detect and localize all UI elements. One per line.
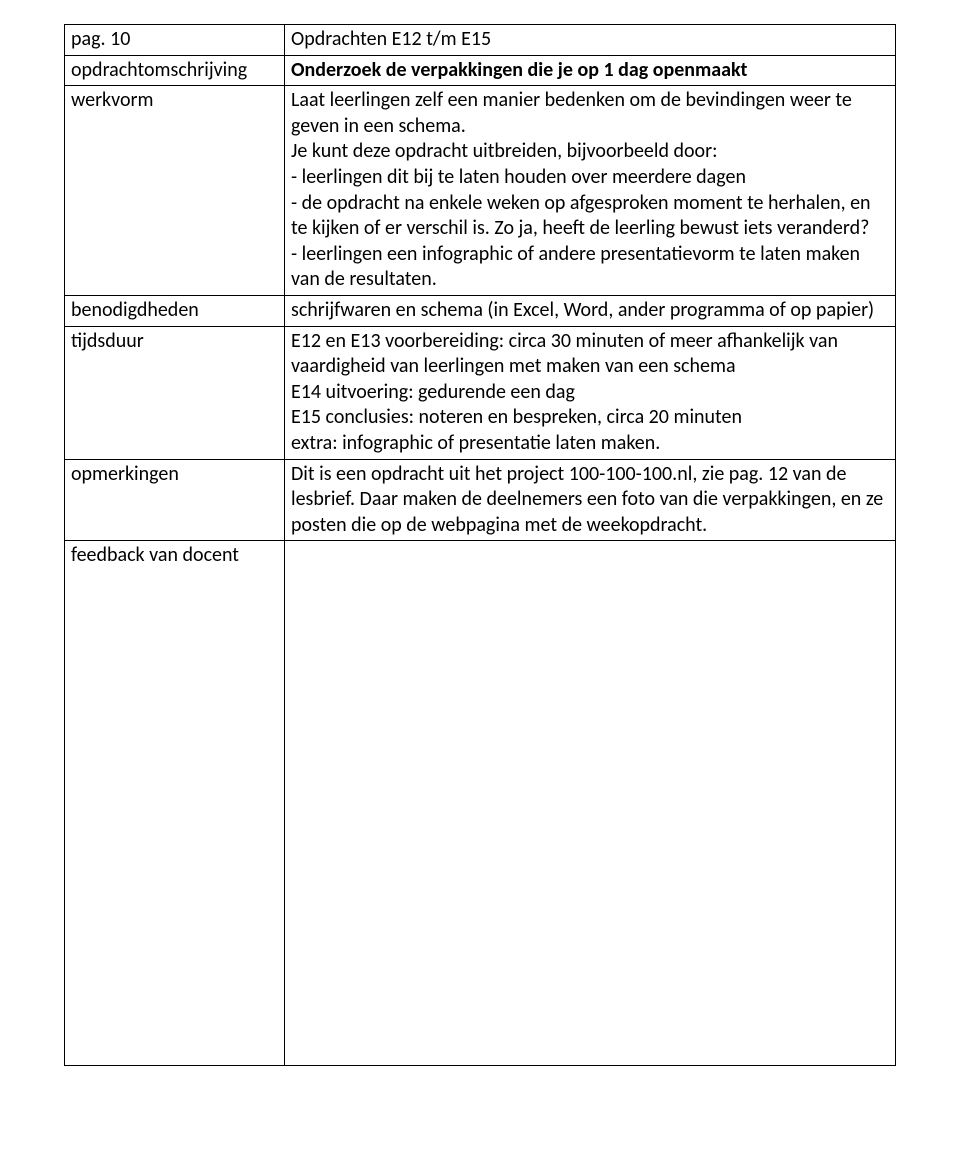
row-label: pag. 10 (65, 25, 285, 56)
row-value (285, 541, 896, 1066)
table-row: pag. 10 Opdrachten E12 t/m E15 (65, 25, 896, 56)
row-label: feedback van docent (65, 541, 285, 1066)
table-row: benodigdheden schrijfwaren en schema (in… (65, 295, 896, 326)
row-value: schrijfwaren en schema (in Excel, Word, … (285, 295, 896, 326)
row-value: Onderzoek de verpakkingen die je op 1 da… (285, 55, 896, 86)
row-label: opdrachtomschrijving (65, 55, 285, 86)
text-line: - leerlingen een infographic of andere p… (291, 242, 889, 293)
row-label: benodigdheden (65, 295, 285, 326)
text-line: Laat leerlingen zelf een manier bedenken… (291, 88, 889, 139)
row-label: opmerkingen (65, 459, 285, 541)
table-row: tijdsduur E12 en E13 voorbereiding: circ… (65, 326, 896, 459)
lesson-table: pag. 10 Opdrachten E12 t/m E15 opdrachto… (64, 24, 896, 1066)
row-label: tijdsduur (65, 326, 285, 459)
table-row: feedback van docent (65, 541, 896, 1066)
text-line: extra: infographic of presentatie laten … (291, 431, 889, 457)
document-page: pag. 10 Opdrachten E12 t/m E15 opdrachto… (0, 0, 960, 1090)
table-row: opdrachtomschrijving Onderzoek de verpak… (65, 55, 896, 86)
row-value: Opdrachten E12 t/m E15 (285, 25, 896, 56)
table-row: opmerkingen Dit is een opdracht uit het … (65, 459, 896, 541)
text-line: - de opdracht na enkele weken op afgespr… (291, 191, 889, 242)
row-label: werkvorm (65, 86, 285, 296)
row-value: E12 en E13 voorbereiding: circa 30 minut… (285, 326, 896, 459)
row-value: Laat leerlingen zelf een manier bedenken… (285, 86, 896, 296)
table-row: werkvorm Laat leerlingen zelf een manier… (65, 86, 896, 296)
row-value: Dit is een opdracht uit het project 100-… (285, 459, 896, 541)
text-line: - leerlingen dit bij te laten houden ove… (291, 165, 889, 191)
text-line: E14 uitvoering: gedurende een dag (291, 380, 889, 406)
text-line: E15 conclusies: noteren en bespreken, ci… (291, 405, 889, 431)
text-line: Je kunt deze opdracht uitbreiden, bijvoo… (291, 139, 889, 165)
text-line: E12 en E13 voorbereiding: circa 30 minut… (291, 329, 889, 380)
